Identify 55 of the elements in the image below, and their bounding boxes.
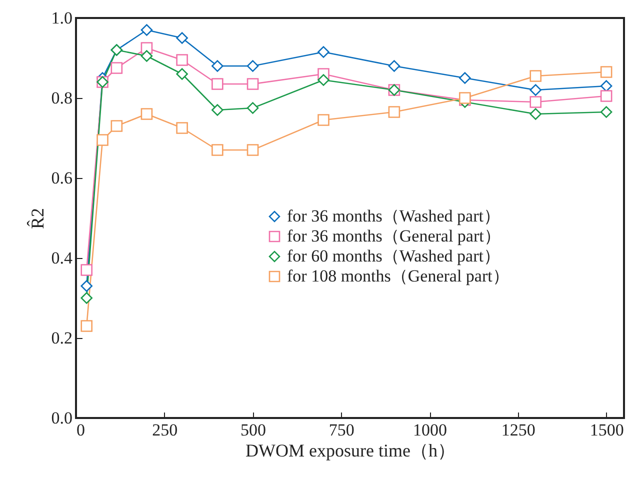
point [140,24,153,36]
point [459,72,471,84]
point [80,280,92,292]
y-tick-label: 0.6 [51,168,72,188]
point [110,120,123,132]
legend-label: for 108 months（General part） [287,266,510,286]
y-tick-label: 0.0 [51,408,72,428]
y-tick-label: 1.0 [51,8,72,28]
point [600,66,612,78]
point [110,62,123,74]
point [246,144,259,156]
point [388,106,400,118]
point [176,54,188,66]
point [600,90,612,102]
y-tick-label: 0.4 [51,248,73,268]
point [530,108,542,120]
legend-label: for 36 months（General part） [287,226,501,246]
point [246,102,259,114]
point [80,320,92,332]
y-tick-label: 0.8 [51,88,72,108]
point [212,104,224,116]
legend-label: for 60 months（Washed part） [287,246,500,266]
point [318,74,330,86]
x-tick-label: 750 [328,420,354,440]
point [318,114,330,126]
point [212,144,224,156]
point [212,78,224,90]
point [600,106,612,118]
x-tick-label: 0 [76,420,85,440]
point [96,134,108,146]
point [140,50,153,62]
x-tick-label: 500 [240,420,266,440]
point [176,68,188,80]
point [80,264,92,276]
point [246,78,259,90]
x-axis-title: DWOM exposure time（h） [246,440,456,460]
point [530,84,542,96]
x-tick-label: 1000 [413,420,448,440]
point [388,60,400,72]
point [600,80,612,92]
point [212,60,224,72]
y-axis-title: R̂2 [26,208,48,230]
x-tick-label: 250 [152,420,178,440]
x-tick-label: 1500 [590,420,624,440]
y-tick-label: 0.2 [51,328,72,348]
point [246,60,259,72]
legend-label: for 36 months（Washed part） [287,206,500,226]
x-tick-label: 1250 [501,420,536,440]
point [318,46,330,58]
point [176,32,188,44]
point [530,70,542,82]
point [176,122,188,134]
point [140,108,153,120]
point [80,292,92,304]
point [530,96,542,108]
